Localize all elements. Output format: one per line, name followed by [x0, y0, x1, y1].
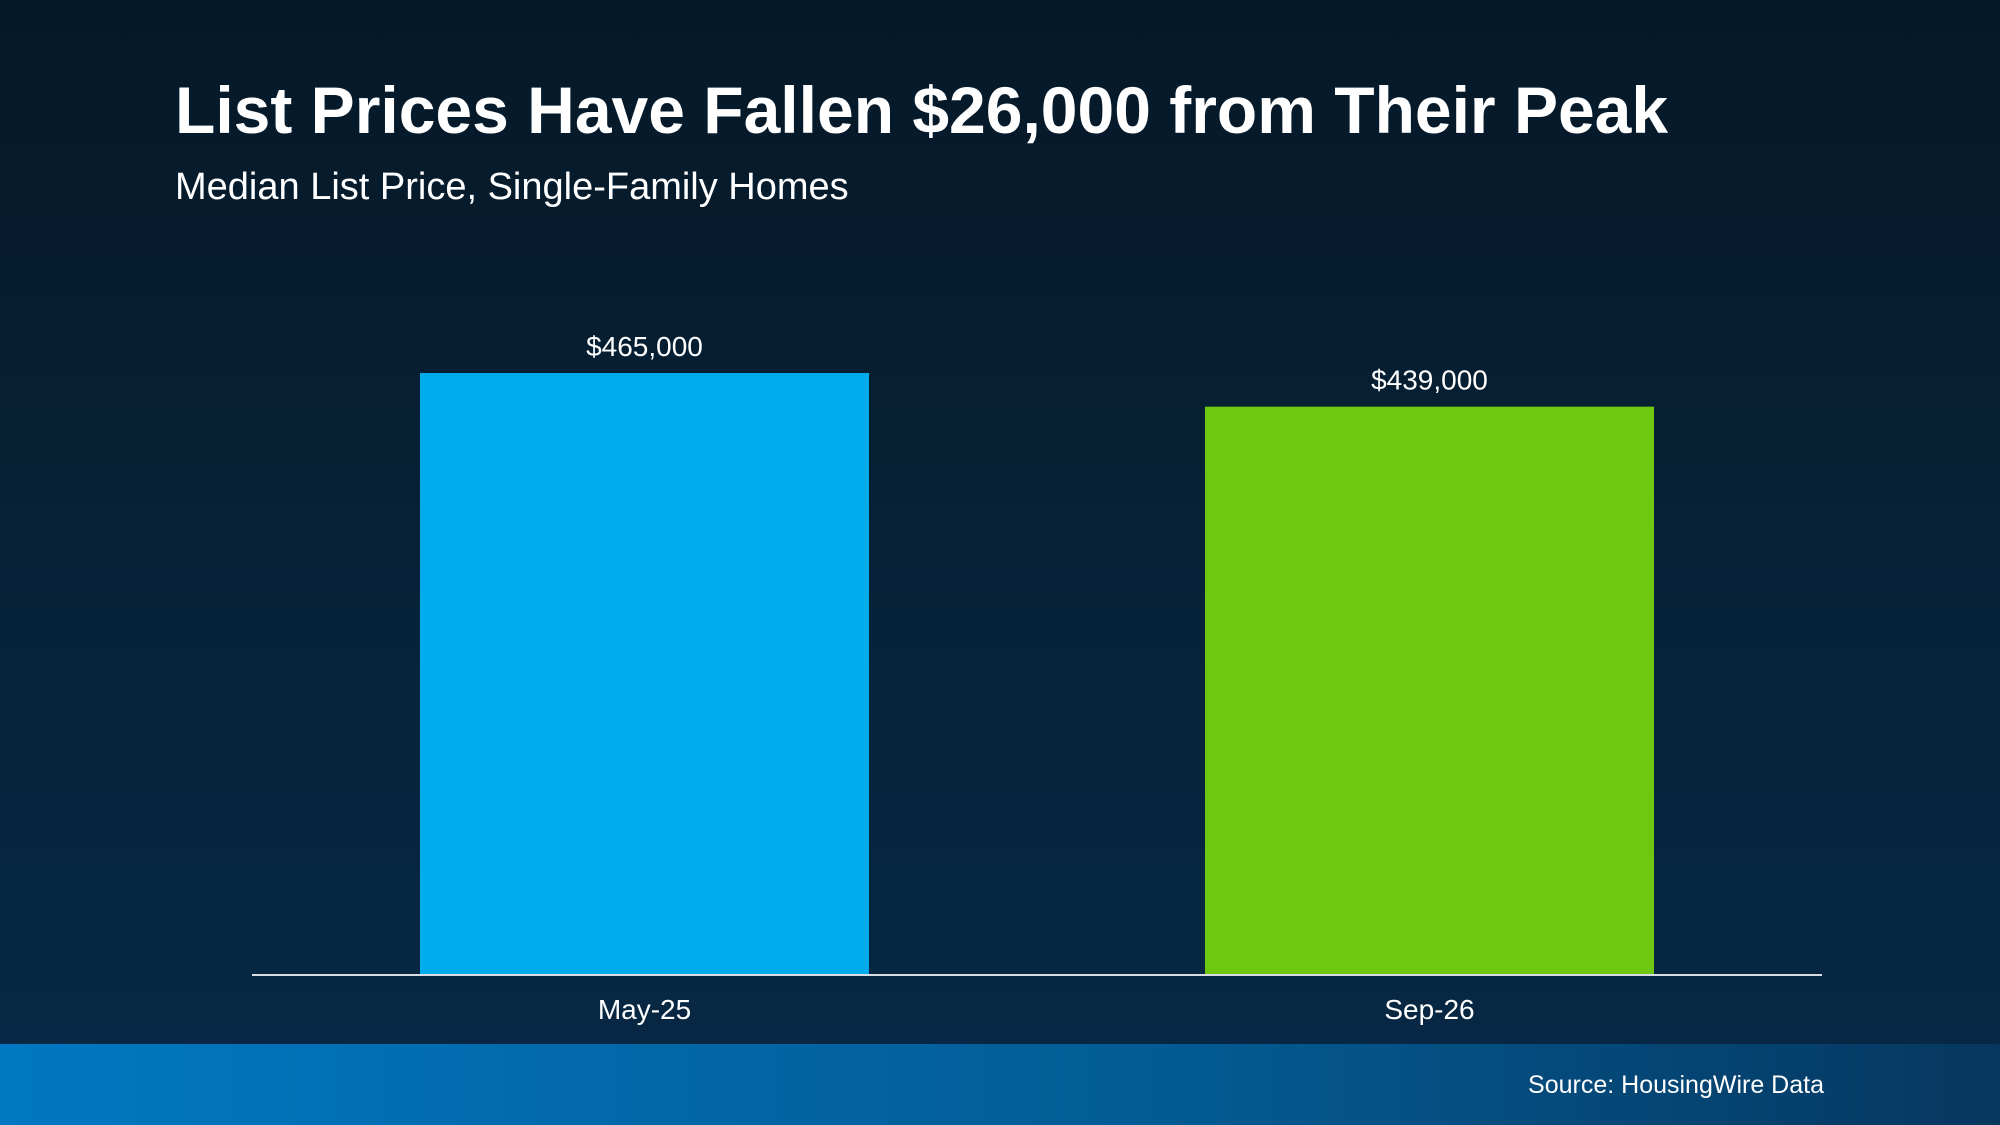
x-tick-label: Sep-26	[1384, 994, 1474, 1025]
x-tick-label: May-25	[598, 994, 691, 1025]
source-note: Source: HousingWire Data	[1528, 1071, 1824, 1099]
bar-chart: $465,000 May-25 $439,000 Sep-26	[252, 331, 1822, 1025]
bar-sep-26	[1205, 406, 1654, 975]
data-label: $439,000	[1371, 365, 1488, 396]
labels-layer: $465,000 May-25 $439,000 Sep-26	[586, 331, 1488, 1025]
chart-title: List Prices Have Fallen $26,000 from The…	[175, 73, 1669, 147]
bars-layer	[420, 373, 1654, 975]
data-label: $465,000	[586, 331, 703, 362]
bar-may-25	[420, 373, 869, 975]
chart-subtitle: Median List Price, Single-Family Homes	[175, 166, 849, 208]
footer-bar: Source: HousingWire Data	[0, 1044, 2000, 1125]
